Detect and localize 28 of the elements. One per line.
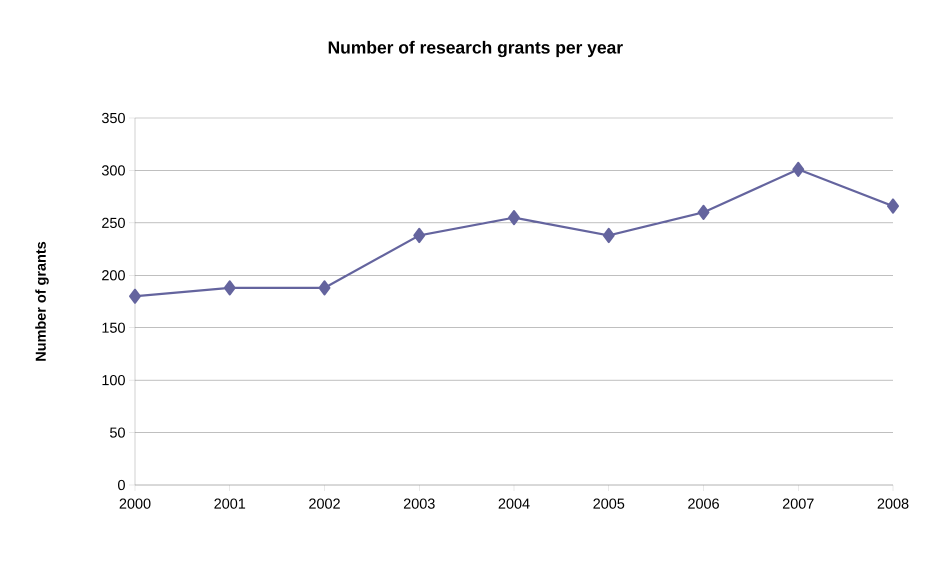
y-tick-label: 300 xyxy=(102,165,125,176)
x-tick-label: 2001 xyxy=(214,498,246,509)
point xyxy=(698,204,710,220)
y-axis-title: Number of grants xyxy=(35,242,49,361)
y-tick-label: 200 xyxy=(102,270,125,280)
x-tick-label: 2004 xyxy=(498,498,530,509)
x-tick-label: 2008 xyxy=(878,498,908,509)
y-tick-label: 150 xyxy=(102,322,125,333)
chart-title: Number of research grants per year xyxy=(328,40,623,58)
point xyxy=(318,280,330,296)
point xyxy=(602,228,615,244)
point xyxy=(792,162,804,177)
y-tick-label: 50 xyxy=(110,427,125,438)
y-tick-label: 250 xyxy=(102,218,125,228)
y-tick-label: 350 xyxy=(102,112,125,124)
x-tick-label: 2000 xyxy=(120,498,150,509)
x-tick-label: 2006 xyxy=(688,498,719,509)
point xyxy=(508,210,520,226)
point xyxy=(224,280,236,296)
x-tick-label: 2005 xyxy=(593,498,624,509)
point xyxy=(887,198,899,214)
point xyxy=(413,228,426,244)
x-tick-label: 2002 xyxy=(309,498,340,509)
y-tick-label: 0 xyxy=(118,480,125,490)
x-tick-label: 2003 xyxy=(404,498,435,509)
y-tick-label: 100 xyxy=(102,375,125,386)
point xyxy=(129,288,141,304)
x-tick-label: 2007 xyxy=(782,498,814,509)
